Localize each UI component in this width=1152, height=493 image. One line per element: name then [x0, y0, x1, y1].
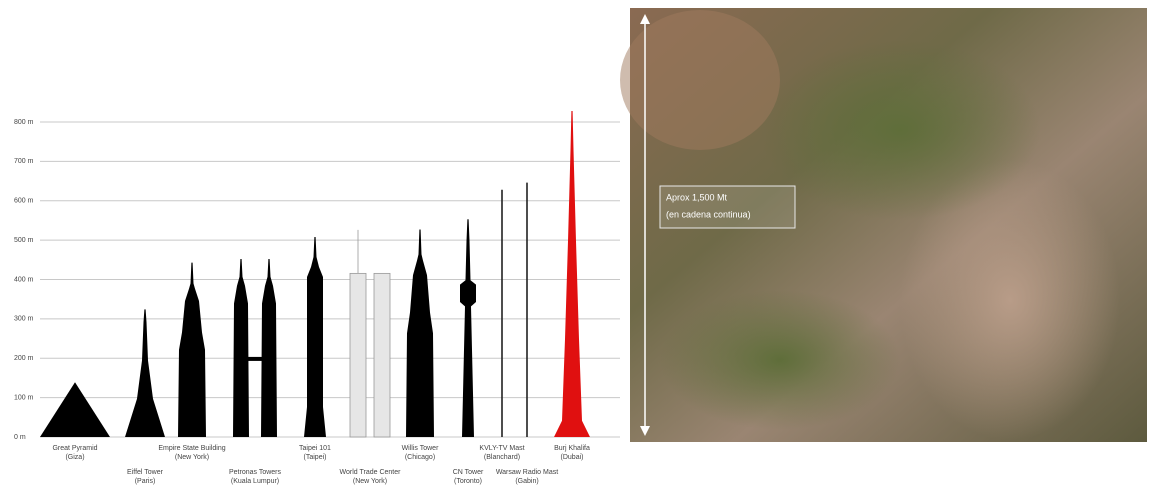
x-tick-label: KVLY-TV Mast: [479, 445, 524, 452]
x-tick-label: Great Pyramid: [52, 445, 97, 452]
y-tick-label: 100 m: [14, 394, 34, 401]
skybridge: [248, 357, 262, 361]
x-tick-label: (New York): [353, 478, 387, 485]
annotation: (en cadena continua): [666, 209, 751, 219]
x-tick-label: CN Tower: [453, 469, 484, 476]
x-tick-label: (Gabin): [515, 478, 538, 485]
building: [554, 111, 590, 437]
tower: [233, 259, 249, 437]
y-tick-label: 500 m: [14, 237, 34, 244]
building: [460, 219, 476, 437]
x-tick-label: Petronas Towers: [229, 469, 282, 476]
building: [233, 259, 277, 437]
y-tick-label: 400 m: [14, 276, 34, 283]
x-tick-label: (Dubai): [561, 454, 584, 461]
y-tick-label: 0 m: [14, 434, 26, 441]
building: [350, 230, 390, 437]
chart: 0 m 100 m 200 m 300 m 400 m 500 m 600 m 700 m 80…: [0, 0, 1152, 493]
x-tick-label: (Chicago): [405, 454, 435, 461]
y-tick-label: 800 m: [14, 119, 34, 126]
x-tick-label: (Paris): [135, 478, 156, 485]
tower: [374, 273, 390, 437]
x-tick-label: (New York): [175, 454, 209, 461]
tower: [261, 259, 277, 437]
x-tick-label: Willis Tower: [402, 445, 439, 452]
x-tick-label: Empire State Building: [158, 445, 225, 452]
tower: [350, 273, 366, 437]
annotation: Aprox 1,500 Mt: [666, 192, 728, 202]
x-tick-label: World Trade Center: [340, 469, 402, 476]
y-tick-label: 200 m: [14, 355, 34, 362]
building: [125, 309, 165, 437]
x-tick-label: (Kuala Lumpur): [231, 478, 279, 485]
page: {"chart_data": {"type": "silhouette", "c…: [0, 0, 1152, 493]
x-tick-label: (Taipei): [304, 454, 327, 461]
y-tick-label: 700 m: [14, 158, 34, 165]
y-tick-label: 600 m: [14, 198, 34, 205]
building: [406, 229, 434, 437]
x-tick-label: Taipei 101: [299, 445, 331, 452]
x-tick-label: (Toronto): [454, 478, 482, 485]
x-tick-label: (Blanchard): [484, 454, 520, 461]
x-tick-label: Eiffel Tower: [127, 469, 164, 476]
x-tick-label: Warsaw Radio Mast: [496, 469, 558, 476]
building: [178, 263, 206, 437]
y-tick-label: 300 m: [14, 316, 34, 323]
photo: [620, 8, 1147, 442]
building: [40, 382, 110, 437]
building: [304, 237, 326, 437]
x-tick-label: (Giza): [65, 454, 84, 461]
x-tick-label: Burj Khalifa: [554, 445, 590, 452]
